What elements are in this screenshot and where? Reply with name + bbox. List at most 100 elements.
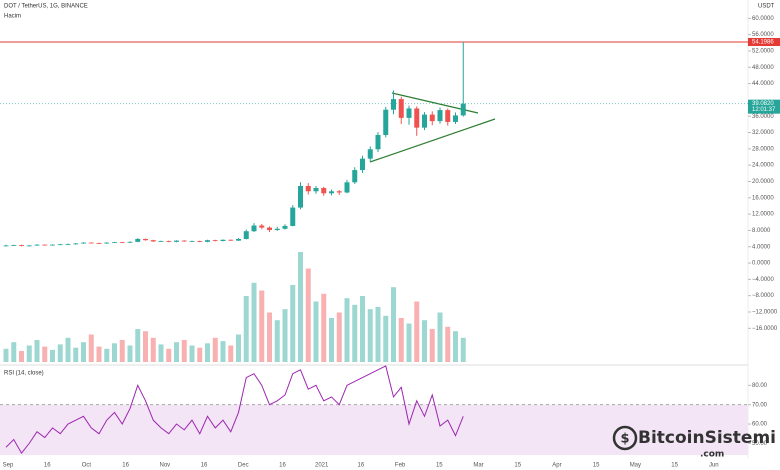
candle-body <box>267 227 272 231</box>
y-tick-label: 32.0000 <box>752 130 774 136</box>
x-tick-label: 16 <box>122 463 129 469</box>
x-tick-label: 15 <box>671 463 678 469</box>
x-tick-label: 16 <box>279 463 286 469</box>
candle-body <box>290 207 296 226</box>
volume-bar <box>34 340 40 362</box>
rsi-title: RSI (14, close) <box>4 371 44 377</box>
candle-body <box>406 108 412 118</box>
y-tick-label: −8.0000 <box>752 293 775 299</box>
volume-bar <box>267 312 272 362</box>
volume-bar <box>360 296 365 362</box>
candle-body <box>453 115 458 122</box>
y-tick-label: 60.00 <box>752 422 768 428</box>
candle-body <box>119 242 125 244</box>
volume-bar <box>212 337 218 362</box>
candle-body <box>305 185 311 192</box>
volume-bar <box>3 348 9 362</box>
volume-bar <box>282 309 288 362</box>
level-label: 54.1986 <box>752 40 774 46</box>
symbol-title: DOT / TetherUS, 1G, BINANCE <box>4 4 88 10</box>
candle-body <box>34 244 40 246</box>
candle-body <box>360 158 365 171</box>
volume-bar <box>104 348 110 362</box>
volume-bar <box>429 329 435 362</box>
volume-bar <box>344 298 350 362</box>
candle-body <box>11 245 17 246</box>
candle-body <box>274 228 280 231</box>
y-tick-label: 48.0000 <box>752 65 774 71</box>
x-tick-label: 15 <box>436 463 443 469</box>
candle-body <box>251 225 257 232</box>
x-tick-label: 15 <box>514 463 521 469</box>
candle-body <box>220 239 226 242</box>
x-tick-label: May <box>630 463 641 469</box>
volume-bar <box>274 320 280 362</box>
volume-bar <box>236 334 241 362</box>
volume-bar <box>290 285 296 362</box>
volume-bar <box>150 337 156 362</box>
candle-body <box>127 241 133 243</box>
x-tick-label: Oct <box>82 463 92 469</box>
candle-body <box>174 240 179 242</box>
candle-body <box>197 241 203 242</box>
watermark-domain: .com <box>700 450 724 460</box>
watermark-logo <box>612 425 638 451</box>
x-tick-label: 16 <box>44 463 51 469</box>
candle-body <box>42 244 48 246</box>
x-tick-label: Apr <box>552 463 561 469</box>
x-tick-label: 16 <box>201 463 208 469</box>
volume-bar <box>158 344 164 362</box>
y-tick-label: 4.0000 <box>752 244 771 250</box>
candle-body <box>88 242 94 244</box>
candle-body <box>181 240 187 242</box>
candle-body <box>166 241 172 242</box>
candle-body <box>391 99 396 110</box>
candle-body <box>26 245 32 247</box>
x-tick-label: 15 <box>593 463 600 469</box>
candle-body <box>398 99 404 118</box>
volume-bar <box>181 340 187 362</box>
y-tick-label: −4.0000 <box>752 277 775 283</box>
volume-bar <box>19 351 24 362</box>
volume-bar <box>112 343 117 362</box>
y-tick-label: 20.0000 <box>752 179 774 185</box>
volume-bar <box>375 307 381 362</box>
candle-body <box>143 238 148 241</box>
x-tick-label: Feb <box>395 463 406 469</box>
volume-bar <box>57 344 63 362</box>
volume-bar <box>391 287 396 362</box>
y-tick-label: 56.0000 <box>752 32 774 38</box>
candle-body <box>104 242 110 244</box>
last-price-label: 39.0820 <box>752 101 774 107</box>
volume-bar <box>313 301 319 362</box>
last-price-bg <box>748 99 780 114</box>
candle-body <box>344 182 350 193</box>
volume-bar <box>189 345 195 362</box>
currency-label: USDT <box>758 4 775 10</box>
candle-body <box>243 231 249 239</box>
candle-body <box>189 241 195 242</box>
volume-bar <box>437 312 443 362</box>
y-tick-label: 60.0000 <box>752 16 774 22</box>
candle-body <box>135 238 141 242</box>
y-tick-label: 80.00 <box>752 383 768 389</box>
watermark-logo-symbol: $ <box>620 432 629 447</box>
x-tick-label: 2021 <box>315 463 329 469</box>
candle-body <box>298 185 303 208</box>
volume-bar <box>42 346 48 362</box>
volume-bar <box>50 349 55 362</box>
candle-body <box>460 103 466 116</box>
volume-bar <box>65 337 71 362</box>
candle-body <box>150 240 156 242</box>
x-tick-label: Mar <box>473 463 483 469</box>
watermark: $ BitcoinSistemi .com <box>612 425 776 460</box>
volume-bar <box>166 348 172 362</box>
candle-body <box>422 114 427 128</box>
rsi-band <box>0 404 748 455</box>
rsi-line <box>5 365 464 454</box>
candle-body <box>3 245 9 247</box>
volume-bar <box>228 345 234 362</box>
candle-body <box>73 243 79 245</box>
y-tick-label: 36.0000 <box>752 114 774 120</box>
